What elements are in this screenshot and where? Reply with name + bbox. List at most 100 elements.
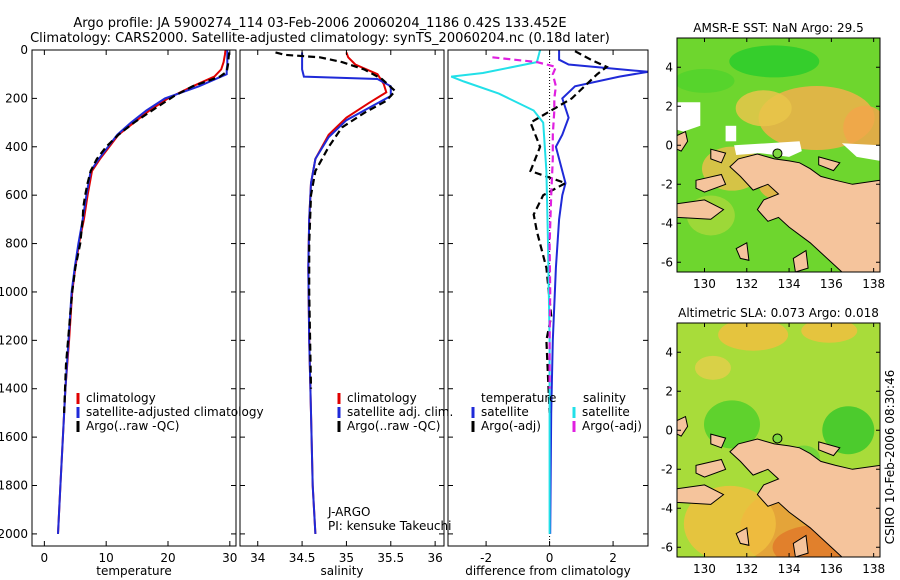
land-mass — [792, 249, 809, 272]
field-anomaly-patch — [718, 323, 789, 351]
x-tick-label: 10 — [99, 551, 114, 565]
land-mass — [818, 156, 841, 172]
field-anomaly-patch — [677, 68, 735, 93]
legend-title-temperature: temperature — [481, 391, 556, 405]
x-tick-label: 30 — [222, 551, 237, 565]
map-x-tick-label: 130 — [693, 562, 716, 576]
y-tick-label: 0 — [20, 43, 28, 57]
y-tick-label: 2000 — [0, 527, 28, 541]
map-title: Altimetric SLA: 0.073 Argo: 0.018 — [678, 306, 879, 320]
map-y-tick-label: -4 — [661, 216, 673, 230]
land-mass — [735, 242, 750, 261]
map-x-tick-label: 134 — [778, 562, 801, 576]
map-y-tick-label: 4 — [665, 345, 673, 359]
x-tick-label: 0 — [41, 551, 49, 565]
series-line-satellite-adjusted-climatology — [57, 50, 229, 534]
figure-title-line1: Argo profile: JA 5900274_114 03-Feb-2006… — [73, 16, 566, 31]
y-tick-label: 1000 — [0, 285, 28, 299]
timestamp-stamp: CSIRO 10-Feb-2006 08:30:46 — [883, 370, 897, 545]
field-anomaly-patch — [822, 406, 875, 455]
land-mass — [677, 484, 725, 505]
field-anomaly-patch — [735, 90, 792, 127]
x-tick-label: 35.5 — [377, 551, 404, 565]
profile-panel-salinity: 34 34.5 35 35.5 36 salinity — [239, 49, 445, 578]
legend-satellite-label: satellite-adjusted climatology — [86, 405, 264, 419]
map-y-tick-label: -2 — [661, 177, 673, 191]
series-line-salinity-argo-adj- — [492, 56, 558, 389]
field-anomaly-patch — [729, 45, 820, 78]
x-tick-label: 0 — [546, 551, 554, 565]
panel-frame — [447, 49, 649, 547]
x-axis-label: difference from climatology — [465, 564, 631, 578]
series-line-satellite-adj-clim- — [301, 52, 392, 534]
map-y-tick-label: 2 — [665, 99, 673, 113]
legend-argo-label: Argo(..raw -QC) — [347, 419, 440, 433]
map-y-tick-label: 0 — [665, 423, 673, 437]
legend-climatology-label: climatology — [86, 391, 156, 405]
panel-frame — [31, 49, 237, 547]
y-tick-label: 400 — [5, 140, 28, 154]
map-frame — [676, 37, 881, 273]
map-y-tick-label: 2 — [665, 384, 673, 398]
missing-data-region — [734, 141, 802, 157]
y-tick-label: 600 — [5, 188, 28, 202]
y-tick-label: 1800 — [0, 479, 28, 493]
legend-argo-label: Argo(..raw -QC) — [86, 419, 179, 433]
profile-panel-temperature: 0 10 20 30 0 200 400 600 800 1000 1200 1400 1600 1800… — [0, 43, 237, 578]
series-line-climatology — [57, 50, 227, 534]
argo-float-marker — [772, 433, 783, 444]
panel-frame — [239, 49, 445, 547]
map-x-tick-label: 132 — [735, 562, 758, 576]
field-anomaly-patch — [843, 105, 880, 150]
map-x-tick-label: 132 — [735, 277, 758, 291]
y-tick-label: 1400 — [0, 382, 28, 396]
x-tick-label: 34.5 — [289, 551, 316, 565]
argo-float-marker — [772, 148, 783, 159]
map-x-tick-label: 138 — [862, 277, 885, 291]
missing-data-region — [725, 125, 737, 142]
legend-climatology-label: climatology — [347, 391, 417, 405]
series-line-argo-raw-qc- — [63, 52, 231, 413]
field-anomaly-patch — [694, 355, 731, 380]
map-content — [677, 323, 880, 557]
legend-sal-argo-label: Argo(-adj) — [582, 419, 642, 433]
x-tick-label: 34 — [250, 551, 265, 565]
series-line-temperature-satellite — [549, 50, 648, 534]
y-tick-label: 200 — [5, 91, 28, 105]
map-title: AMSR-E SST: NaN Argo: 29.5 — [693, 21, 863, 35]
sst-map-panel: AMSR-E SST: NaN Argo: 29.5 130 132 134 136 13… — [661, 21, 885, 291]
figure-title-line2: Climatology: CARS2000. Satellite-adjuste… — [30, 31, 610, 46]
x-tick-label: 36 — [427, 551, 442, 565]
land-mass — [710, 148, 727, 164]
series-line-argo-raw-qc- — [275, 51, 397, 389]
land-mass — [695, 173, 727, 193]
y-tick-label: 1600 — [0, 430, 28, 444]
land-mass — [677, 415, 689, 437]
land-mass — [677, 199, 725, 220]
missing-data-region — [841, 143, 880, 161]
land-mass — [729, 153, 880, 272]
land-mass — [695, 458, 727, 478]
y-tick-label: 1200 — [0, 333, 28, 347]
map-y-tick-label: -4 — [661, 501, 673, 515]
x-tick-label: 35 — [339, 551, 354, 565]
sla-map-panel: Altimetric SLA: 0.073 Argo: 0.018 130 132 1… — [661, 306, 885, 576]
map-frame — [676, 322, 881, 558]
difference-legend: temperature salinitysatelliteArgo(-adj)sa… — [471, 391, 642, 433]
map-x-tick-label: 136 — [820, 277, 843, 291]
map-x-tick-label: 134 — [778, 277, 801, 291]
map-x-tick-label: 130 — [693, 277, 716, 291]
pi-annotation-program: J-ARGO — [327, 505, 370, 519]
land-mass — [729, 438, 880, 557]
land-mass — [710, 433, 727, 449]
field-anomaly-patch — [801, 323, 858, 343]
map-x-tick-label: 136 — [820, 562, 843, 576]
map-y-tick-label: 0 — [665, 138, 673, 152]
x-tick-label: 20 — [160, 551, 175, 565]
x-axis-label: salinity — [320, 564, 363, 578]
legend-temp-satellite-label: satellite — [481, 405, 529, 419]
